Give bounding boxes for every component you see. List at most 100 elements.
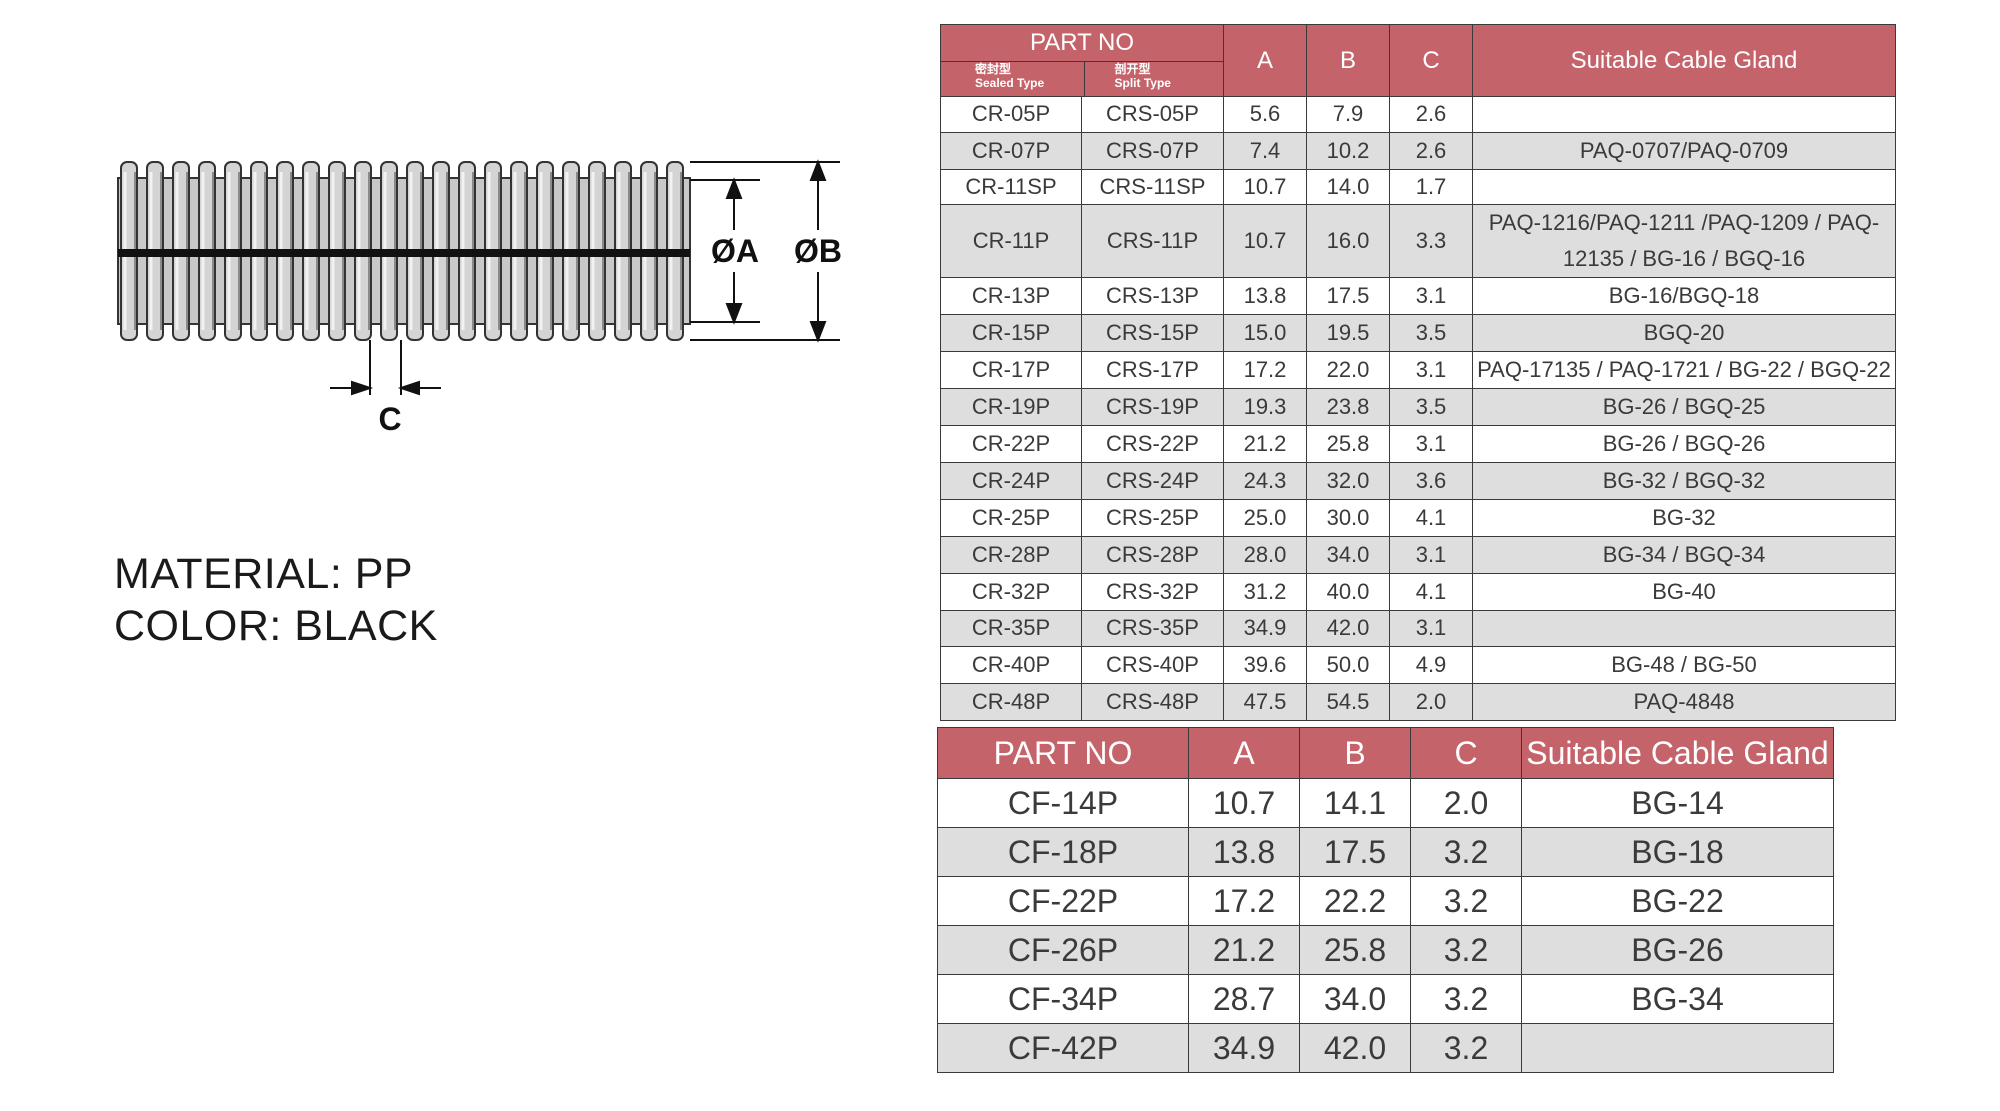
table-row: CR-35P CRS-35P 34.9 42.0 3.1 — [940, 610, 1896, 647]
cell-c: 3.5 — [1389, 314, 1473, 352]
cell-a: 31.2 — [1223, 573, 1307, 611]
cell-a: 39.6 — [1223, 645, 1307, 684]
cell-b: 50.0 — [1306, 645, 1390, 684]
tube-center-line — [118, 249, 690, 257]
cell-gland — [1521, 1023, 1834, 1073]
cell-a: 5.6 — [1223, 96, 1307, 133]
cell-b: 34.0 — [1299, 974, 1411, 1024]
cell-b: 25.8 — [1299, 925, 1411, 975]
cell-part: CF-34P — [937, 974, 1189, 1024]
header-b: B — [1299, 727, 1411, 779]
cell-split-part: CRS-15P — [1081, 314, 1224, 352]
cell-gland: BGQ-20 — [1472, 314, 1896, 352]
cell-a: 13.8 — [1223, 277, 1307, 315]
dimension-label-a: ØA — [711, 233, 759, 269]
cell-gland: BG-48 / BG-50 — [1472, 645, 1896, 684]
header-part-no: PART NO — [937, 727, 1189, 779]
cell-gland: BG-14 — [1521, 778, 1834, 828]
header-sealed-type: 密封型 Sealed Type — [942, 62, 1084, 96]
header-b: B — [1306, 24, 1390, 97]
cr-part-table: PART NO 密封型 Sealed Type 剖开型 Split Type A… — [940, 24, 1896, 721]
table-row: CF-18P 13.8 17.5 3.2 BG-18 — [937, 827, 1834, 877]
cell-a: 24.3 — [1223, 462, 1307, 500]
dimension-label-b: ØB — [794, 233, 842, 269]
cell-b: 7.9 — [1306, 96, 1390, 133]
dimension-label-c: C — [378, 401, 401, 437]
cell-part: CF-26P — [937, 925, 1189, 975]
cf-table-body: CF-14P 10.7 14.1 2.0 BG-14 CF-18P 13.8 17.5 3.2 B… — [937, 778, 1834, 1073]
header-gland: Suitable Cable Gland — [1521, 727, 1834, 779]
header-sealed-cn: 密封型 — [975, 62, 1012, 76]
cell-sealed-part: CR-13P — [940, 277, 1082, 315]
cell-a: 15.0 — [1223, 314, 1307, 352]
table-row: CR-22P CRS-22P 21.2 25.8 3.1 BG-26 / BGQ-26 — [940, 425, 1896, 463]
cell-part: CF-18P — [937, 827, 1189, 877]
cell-b: 17.5 — [1299, 827, 1411, 877]
cell-part: CF-14P — [937, 778, 1189, 828]
corrugated-tube-drawing: ØA ØB C — [117, 159, 842, 437]
cell-sealed-part: CR-07P — [940, 131, 1082, 170]
table-row: CR-28P CRS-28P 28.0 34.0 3.1 BG-34 / BGQ-34 — [940, 536, 1896, 574]
table-row: CR-40P CRS-40P 39.6 50.0 4.9 BG-48 / BG-50 — [940, 645, 1896, 684]
cell-b: 14.0 — [1306, 168, 1390, 205]
cell-gland: BG-26 / BGQ-26 — [1472, 425, 1896, 463]
cell-a: 21.2 — [1188, 925, 1300, 975]
cell-a: 47.5 — [1223, 682, 1307, 721]
table-row: CF-14P 10.7 14.1 2.0 BG-14 — [937, 778, 1834, 828]
header-split-cn: 剖开型 — [1114, 62, 1151, 76]
dimension-lines — [330, 159, 840, 396]
table-row: CR-15P CRS-15P 15.0 19.5 3.5 BGQ-20 — [940, 314, 1896, 352]
cell-c: 3.1 — [1389, 351, 1473, 389]
cell-a: 25.0 — [1223, 499, 1307, 537]
cell-a: 10.7 — [1223, 168, 1307, 205]
cell-b: 16.0 — [1306, 204, 1390, 278]
cell-gland: PAQ-0707/PAQ-0709 — [1472, 131, 1896, 170]
header-c: C — [1410, 727, 1522, 779]
cell-sealed-part: CR-32P — [940, 573, 1082, 611]
cell-a: 7.4 — [1223, 131, 1307, 170]
cell-gland: BG-40 — [1472, 573, 1896, 611]
table-row: CR-17P CRS-17P 17.2 22.0 3.1 PAQ-17135 / PAQ-… — [940, 351, 1896, 389]
cell-sealed-part: CR-15P — [940, 314, 1082, 352]
cell-b: 19.5 — [1306, 314, 1390, 352]
cell-sealed-part: CR-24P — [940, 462, 1082, 500]
cell-a: 34.9 — [1188, 1023, 1300, 1073]
header-gland: Suitable Cable Gland — [1472, 24, 1896, 97]
table-row: CR-24P CRS-24P 24.3 32.0 3.6 BG-32 / BGQ-32 — [940, 462, 1896, 500]
cell-b: 23.8 — [1306, 388, 1390, 426]
cell-c: 3.5 — [1389, 388, 1473, 426]
cell-sealed-part: CR-25P — [940, 499, 1082, 537]
cell-c: 2.6 — [1389, 131, 1473, 170]
cell-b: 42.0 — [1299, 1023, 1411, 1073]
cell-sealed-part: CR-19P — [940, 388, 1082, 426]
cell-sealed-part: CR-17P — [940, 351, 1082, 389]
cell-c: 3.3 — [1389, 204, 1473, 278]
cell-gland: BG-32 — [1472, 499, 1896, 537]
cell-a: 19.3 — [1223, 388, 1307, 426]
cell-split-part: CRS-07P — [1081, 131, 1224, 170]
cell-sealed-part: CR-05P — [940, 96, 1082, 133]
cell-c: 2.0 — [1410, 778, 1522, 828]
cell-split-part: CRS-28P — [1081, 536, 1224, 574]
cell-gland: BG-16/BGQ-18 — [1472, 277, 1896, 315]
cell-sealed-part: CR-48P — [940, 682, 1082, 721]
table-row: CR-32P CRS-32P 31.2 40.0 4.1 BG-40 — [940, 573, 1896, 611]
header-part-no-label: PART NO — [941, 26, 1223, 62]
cell-sealed-part: CR-11P — [940, 204, 1082, 278]
cell-split-part: CRS-19P — [1081, 388, 1224, 426]
cell-a: 21.2 — [1223, 425, 1307, 463]
cell-c: 3.2 — [1410, 827, 1522, 877]
cell-b: 14.1 — [1299, 778, 1411, 828]
cell-c: 4.9 — [1389, 645, 1473, 684]
cell-b: 30.0 — [1306, 499, 1390, 537]
cell-split-part: CRS-35P — [1081, 610, 1224, 647]
cell-a: 13.8 — [1188, 827, 1300, 877]
cell-split-part: CRS-32P — [1081, 573, 1224, 611]
cell-sealed-part: CR-28P — [940, 536, 1082, 574]
cell-gland: PAQ-4848 — [1472, 682, 1896, 721]
cell-split-part: CRS-13P — [1081, 277, 1224, 315]
cell-c: 1.7 — [1389, 168, 1473, 205]
table-row: CR-48P CRS-48P 47.5 54.5 2.0 PAQ-4848 — [940, 682, 1896, 721]
cell-c: 4.1 — [1389, 573, 1473, 611]
cell-split-part: CRS-11SP — [1081, 168, 1224, 205]
